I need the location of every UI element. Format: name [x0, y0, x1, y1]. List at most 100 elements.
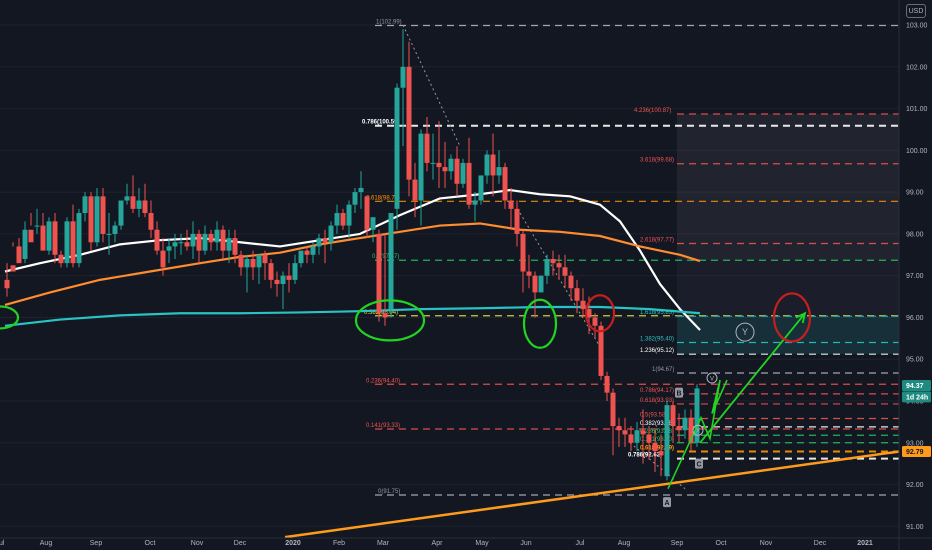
candle-body: [154, 229, 160, 251]
candle-body: [622, 430, 628, 435]
candle-body: [16, 246, 22, 264]
time-axis-label: May: [475, 540, 489, 547]
time-axis-label: Sep: [90, 540, 103, 547]
candle-body: [280, 275, 286, 285]
candle-body: [658, 451, 664, 456]
highlight-ellipse: [584, 294, 616, 333]
candle-body: [418, 133, 424, 201]
time-axis-label: Dec: [814, 540, 827, 547]
time-axis-label: Apr: [432, 540, 444, 547]
price-tag: [902, 446, 931, 458]
time-axis-label: Jul: [0, 540, 5, 547]
candle-body: [94, 196, 100, 243]
candle-body: [664, 405, 670, 477]
candle-body: [676, 426, 682, 431]
candle-body: [634, 430, 640, 443]
candle-body: [136, 200, 142, 209]
dotted-guide-line: [629, 442, 686, 490]
wave-label-box: [695, 458, 703, 469]
time-axis-label: Nov: [191, 540, 204, 547]
candle-body: [556, 263, 562, 268]
candle-body: [298, 250, 304, 264]
currency-badge[interactable]: USD: [906, 4, 926, 18]
candle-body: [310, 246, 316, 255]
price-tag-label: 94.37: [906, 383, 924, 390]
candle-body: [376, 233, 382, 314]
candle-body: [652, 442, 658, 452]
wave-label-circle: [706, 372, 718, 384]
wave-label-text: A: [664, 500, 669, 507]
candle-body: [34, 225, 40, 227]
price-axis-tick-label: 99.00: [906, 190, 924, 197]
candle-body: [562, 267, 568, 276]
candle-body: [130, 196, 136, 209]
price-axis-tick-label: 98.00: [906, 231, 924, 238]
fib-level-label: 0(91.75): [378, 489, 400, 495]
projection-arrow-line: [699, 312, 806, 444]
time-axis-label: Dec: [234, 540, 247, 547]
candle-body: [538, 275, 544, 293]
candle-body: [118, 200, 124, 226]
price-axis-tick-label: 96.00: [906, 315, 924, 322]
candle-body: [472, 200, 478, 205]
fib-level-label: 1.618(95.83): [640, 310, 674, 316]
candle-body: [460, 162, 466, 184]
price-axis-tick-label: 92.00: [906, 482, 924, 489]
candle-body: [322, 238, 328, 243]
projection-arrow-head: [795, 311, 807, 324]
candle-body: [22, 229, 28, 259]
fib-level-label: 1.236(95.12): [640, 348, 674, 354]
candle-body: [352, 192, 358, 205]
candle-body: [646, 434, 652, 443]
candle-body: [196, 233, 202, 251]
candle-body: [430, 162, 436, 164]
candle-body: [244, 258, 250, 268]
candle-body: [52, 221, 58, 255]
candle-body: [190, 233, 196, 247]
fib-level-label: 0.236(94.40): [366, 378, 400, 384]
candle-body: [670, 405, 676, 427]
candle-body: [256, 254, 262, 268]
time-axis-label: 2020: [285, 540, 301, 547]
candle-body: [448, 158, 454, 172]
highlight-ellipse: [354, 299, 426, 342]
price-axis-tick-label: 93.00: [906, 440, 924, 447]
highlight-ellipse: [0, 305, 20, 330]
price-axis-tick-label: 102.00: [906, 64, 928, 71]
price-axis-tick-label: 100.00: [906, 148, 928, 155]
candle-body: [424, 133, 430, 163]
fib-level-label: 0.236(93.18): [640, 429, 674, 435]
candle-body: [502, 167, 508, 201]
candle-body: [58, 254, 64, 264]
dotted-guide-line: [519, 212, 601, 347]
candle-body: [64, 221, 70, 264]
candle-body: [370, 217, 376, 230]
candle-body: [340, 213, 346, 226]
candle-body: [490, 154, 496, 176]
price-tag-label: 1d 24h: [906, 394, 928, 401]
wave-label-box: [675, 387, 683, 398]
time-axis-label: Oct: [716, 540, 727, 547]
candle-body: [208, 233, 214, 243]
candle-body: [682, 417, 688, 431]
price-axis-tick-label: 91.00: [906, 524, 924, 531]
fib-level-label: 0.382(93.38): [640, 421, 674, 427]
price-axis-tick-label: 103.00: [906, 23, 928, 30]
candle-body: [262, 254, 268, 264]
candle-body: [124, 196, 130, 201]
candle-body: [520, 233, 526, 272]
time-axis-label: 2021: [857, 540, 873, 547]
candle-body: [544, 258, 550, 276]
candle-body: [142, 200, 148, 214]
candle-body: [28, 229, 34, 243]
moving-average-line: [4, 188, 701, 331]
fib-level-label: 1.382(95.40): [640, 337, 674, 343]
candle-body: [40, 225, 46, 251]
time-axis-label: Jul: [576, 540, 585, 547]
wave-label-text: Y: [742, 327, 748, 337]
candle-body: [514, 208, 520, 234]
candle-body: [616, 426, 622, 431]
candle-body: [220, 229, 226, 251]
wave-projection-path: [667, 379, 728, 490]
